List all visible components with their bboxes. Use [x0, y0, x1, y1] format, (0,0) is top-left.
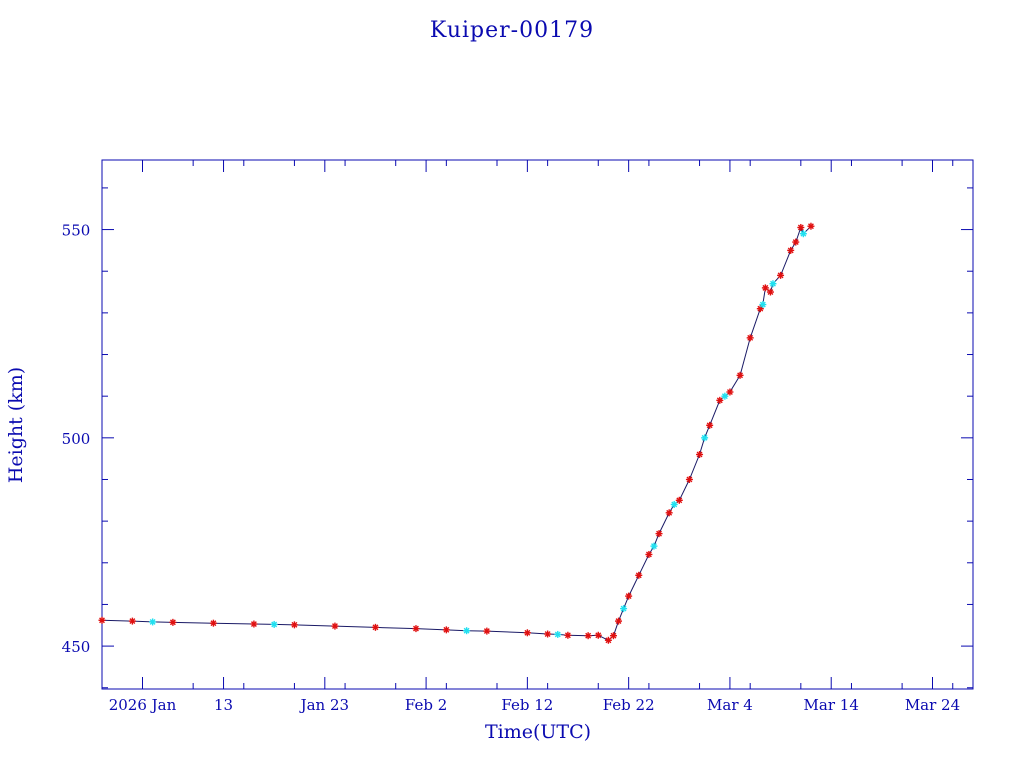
- x-tick-label: Feb 22: [603, 696, 655, 714]
- y-tick-label: 500: [62, 430, 91, 448]
- data-point: [716, 396, 724, 404]
- data-point: [412, 625, 420, 633]
- data-point: [792, 238, 800, 246]
- data-point: [604, 636, 612, 644]
- data-point: [98, 616, 106, 624]
- data-point: [290, 621, 298, 629]
- x-tick-label: Feb 2: [405, 696, 447, 714]
- data-point: [149, 618, 157, 626]
- data-point: [463, 627, 471, 635]
- data-point: [371, 623, 379, 631]
- data-point: [799, 230, 807, 238]
- data-point: [777, 271, 785, 279]
- x-tick-label: Mar 4: [707, 696, 753, 714]
- data-point: [650, 542, 658, 550]
- data-point: [615, 617, 623, 625]
- data-point: [594, 631, 602, 639]
- data-point: [442, 626, 450, 634]
- data-point: [787, 246, 795, 254]
- data-point: [625, 592, 633, 600]
- data-point: [331, 622, 339, 630]
- x-axis-title: Time(UTC): [485, 721, 591, 743]
- data-point: [544, 630, 552, 638]
- data-point: [769, 280, 777, 288]
- x-tick-label: 13: [214, 696, 233, 714]
- data-point: [250, 620, 258, 628]
- data-point: [665, 509, 673, 517]
- data-point: [706, 421, 714, 429]
- data-markers: [98, 222, 815, 644]
- x-tick-label: Feb 12: [501, 696, 553, 714]
- data-point: [696, 450, 704, 458]
- data-point: [766, 288, 774, 296]
- y-axis-ticks: [102, 187, 973, 689]
- data-point: [807, 222, 815, 230]
- y-axis-title: Height (km): [5, 367, 27, 483]
- plot-area: [98, 222, 815, 644]
- data-point: [645, 550, 653, 558]
- data-point: [620, 605, 628, 613]
- series-line: [101, 225, 812, 641]
- data-point: [635, 571, 643, 579]
- data-point: [721, 392, 729, 400]
- x-axis-tick-labels: 2026 Jan 13 Jan 23 Feb 2 Feb 12 Feb 22 Mar 4 Ma…: [109, 696, 960, 714]
- data-point: [655, 530, 663, 538]
- x-tick-label: 2026 Jan: [109, 696, 177, 714]
- x-tick-label: Mar 14: [804, 696, 859, 714]
- y-axis-tick-labels: 450 500 550: [62, 222, 91, 657]
- y-tick-label: 450: [62, 638, 91, 656]
- data-point: [483, 627, 491, 635]
- data-point: [169, 618, 177, 626]
- data-point: [609, 632, 617, 640]
- data-point: [675, 496, 683, 504]
- data-point: [670, 500, 678, 508]
- data-point: [761, 284, 769, 292]
- data-point: [759, 301, 767, 309]
- data-point: [746, 334, 754, 342]
- data-point: [270, 620, 278, 628]
- data-point: [554, 630, 562, 638]
- data-point: [797, 223, 805, 231]
- data-point: [584, 632, 592, 640]
- data-point: [209, 619, 217, 627]
- data-point: [523, 629, 531, 637]
- data-point: [685, 475, 693, 483]
- x-tick-label: Mar 24: [905, 696, 960, 714]
- y-tick-label: 550: [62, 222, 91, 240]
- x-axis-ticks: [142, 160, 954, 689]
- data-point: [564, 631, 572, 639]
- x-tick-label: Jan 23: [299, 696, 349, 714]
- data-point: [726, 388, 734, 396]
- plot-frame: [101, 159, 974, 690]
- data-point: [128, 617, 136, 625]
- chart-title: Kuiper-00179: [430, 18, 594, 43]
- data-point: [736, 371, 744, 379]
- data-point: [701, 434, 709, 442]
